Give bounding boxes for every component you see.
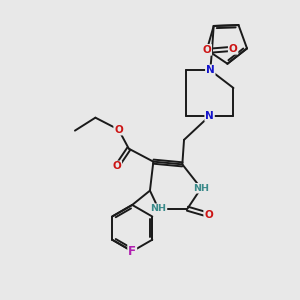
Text: N: N <box>206 65 215 75</box>
Text: N: N <box>205 111 214 121</box>
Text: O: O <box>204 210 213 220</box>
Text: NH: NH <box>151 204 166 213</box>
Text: O: O <box>202 45 211 55</box>
Text: O: O <box>229 44 238 54</box>
Text: NH: NH <box>193 184 209 193</box>
Text: O: O <box>114 124 123 135</box>
Text: O: O <box>112 161 121 171</box>
Text: F: F <box>128 245 136 258</box>
